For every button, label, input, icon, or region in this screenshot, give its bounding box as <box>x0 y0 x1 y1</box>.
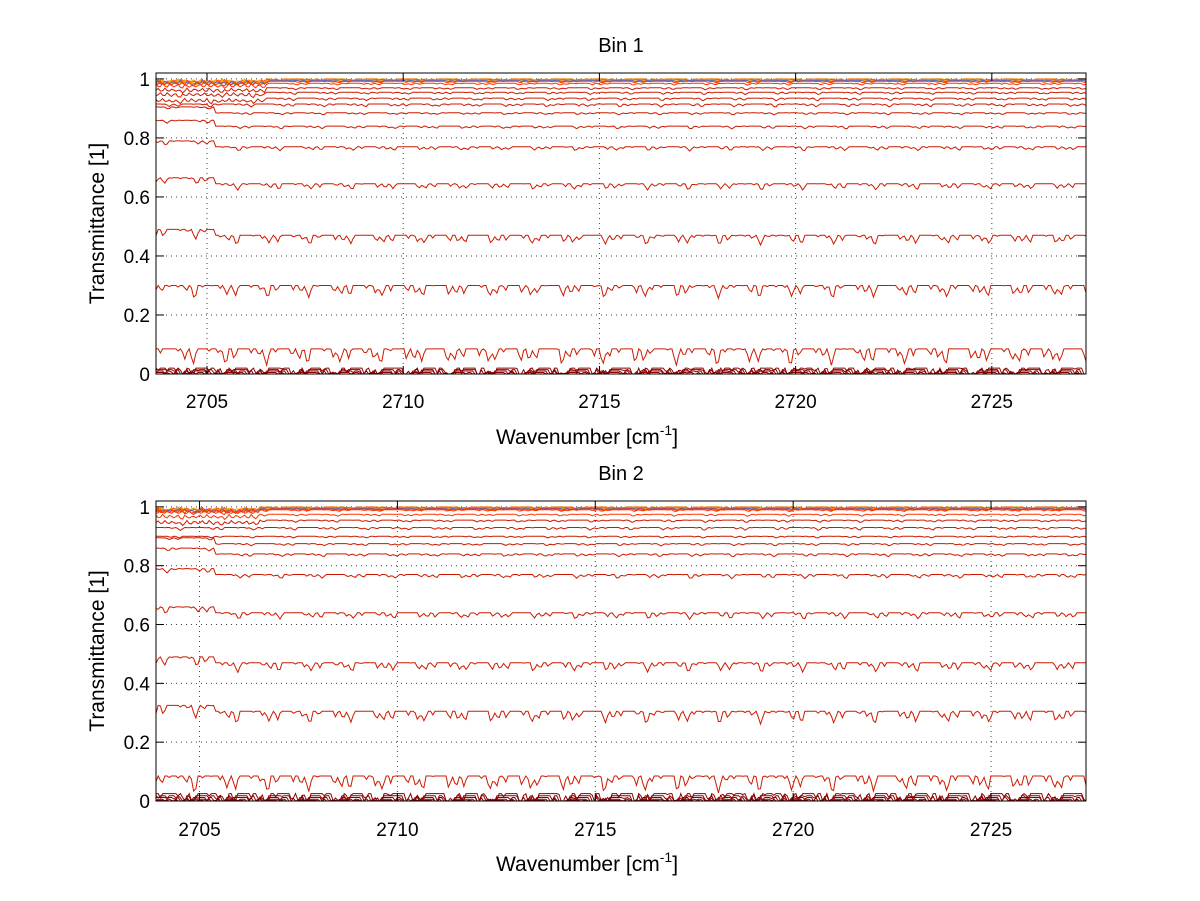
y-tick-label: 0.2 <box>124 733 150 754</box>
series-line <box>156 535 1086 539</box>
series-line <box>156 366 1086 374</box>
series-group <box>156 506 1086 801</box>
y-axis-label: Transmittance [1] <box>86 570 109 731</box>
panel-1: 2705 2710 2715 2720 2725 0 0.2 0.4 0.6 0.8 1 Bin 1 W… <box>86 35 1087 449</box>
x-axis-label: Wavenumber [cm-1] <box>496 849 678 876</box>
x-tick-label: 2715 <box>578 392 620 413</box>
y-tick-label: 0 <box>139 792 150 813</box>
y-tick-label: 0.6 <box>124 616 150 637</box>
series-line <box>156 774 1086 794</box>
series-line <box>156 368 1086 374</box>
x-axis-label: Wavenumber [cm-1] <box>496 422 678 449</box>
y-tick-label: 0 <box>139 365 150 386</box>
series-line <box>156 82 1086 89</box>
x-axis-label-sup: -1 <box>660 422 673 438</box>
series-line <box>156 371 1086 374</box>
series-line <box>156 103 1086 108</box>
series-line <box>156 106 1086 116</box>
chart-title: Bin 1 <box>598 35 644 57</box>
series-line <box>156 79 1086 86</box>
x-tick-label: 2705 <box>186 392 228 413</box>
x-axis-label-end: ] <box>672 853 678 876</box>
series-line <box>156 119 1086 130</box>
y-tick-label: 0.4 <box>124 247 151 268</box>
series-line <box>156 798 1086 801</box>
series-group <box>156 78 1086 374</box>
series-line <box>156 347 1086 368</box>
panel-2: 2705 2710 2715 2720 2725 0 0.2 0.4 0.6 0.8 1 Bin 2 W… <box>86 463 1087 876</box>
series-line <box>156 284 1086 301</box>
series-line <box>156 513 1086 521</box>
series-line <box>156 80 1086 87</box>
series-line <box>156 140 1086 152</box>
series-line <box>156 568 1086 580</box>
x-axis-label-end: ] <box>672 426 678 449</box>
y-tick-label: 1 <box>139 70 150 91</box>
series-line <box>156 508 1086 515</box>
y-tick-label: 1 <box>139 498 150 519</box>
x-tick-label: 2710 <box>376 820 418 841</box>
series-line <box>156 796 1086 801</box>
y-tick-label: 0.2 <box>124 306 150 327</box>
series-line <box>156 97 1086 105</box>
x-tick-label: 2710 <box>382 392 424 413</box>
series-line <box>156 794 1086 801</box>
series-line <box>156 87 1086 94</box>
x-axis-label-main: Wavenumber [cm <box>496 853 660 876</box>
series-line <box>156 506 1086 513</box>
series-line <box>156 547 1086 558</box>
x-tick-label: 2715 <box>574 820 616 841</box>
y-tick-label: 0.6 <box>124 188 150 209</box>
series-line <box>156 704 1086 726</box>
series-line <box>156 370 1086 374</box>
y-tick-label: 0.8 <box>124 557 150 578</box>
x-tick-label: 2705 <box>178 820 220 841</box>
y-tick-label: 0.4 <box>124 674 151 695</box>
series-line <box>156 656 1086 674</box>
plot-frame <box>155 72 1087 375</box>
series-line <box>156 606 1086 621</box>
y-axis-label: Transmittance [1] <box>86 143 109 304</box>
x-tick-label: 2725 <box>970 820 1012 841</box>
chart-title: Bin 2 <box>598 463 644 485</box>
series-line <box>156 508 1086 516</box>
x-tick-label: 2720 <box>772 820 814 841</box>
x-tick-label: 2720 <box>774 392 816 413</box>
series-line <box>156 177 1086 192</box>
series-line <box>156 526 1086 532</box>
x-tick-label: 2725 <box>971 392 1013 413</box>
y-tick-label: 0.8 <box>124 129 150 150</box>
series-line <box>156 228 1086 247</box>
plot-frame <box>155 500 1087 802</box>
series-line <box>156 536 1086 547</box>
series-line <box>156 91 1086 99</box>
series-line <box>156 799 1086 801</box>
x-axis-label-main: Wavenumber [cm <box>496 426 660 449</box>
series-line <box>156 519 1086 527</box>
x-axis-label-sup: -1 <box>660 849 673 865</box>
